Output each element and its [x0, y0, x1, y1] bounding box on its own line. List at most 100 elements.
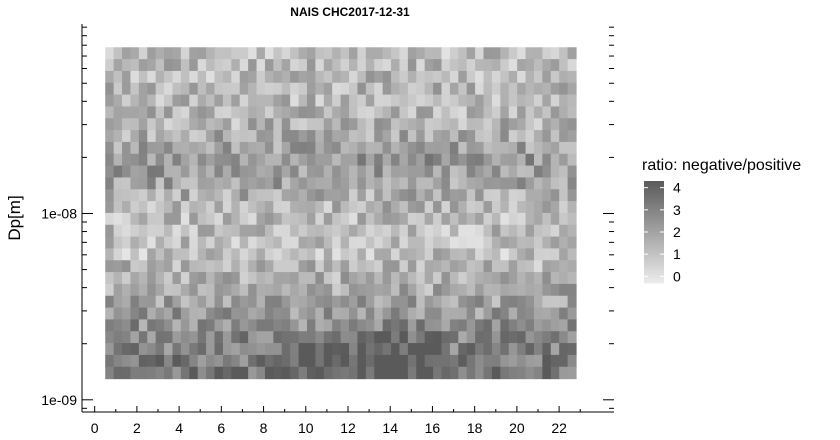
heatmap-cell [466, 248, 476, 261]
heatmap-cell [172, 307, 182, 321]
heatmap-cell [365, 212, 375, 226]
heatmap-cell [138, 272, 148, 285]
heatmap-cell [281, 331, 291, 344]
heatmap-cell [290, 165, 300, 179]
heatmap-cell [214, 319, 224, 332]
heatmap-cell [239, 331, 249, 344]
heatmap-cell [517, 177, 527, 190]
heatmap-cell [315, 224, 325, 238]
heatmap-cell [542, 212, 552, 226]
heatmap-cell [441, 177, 451, 190]
heatmap-cell [567, 130, 577, 143]
heatmap-cell [466, 165, 476, 179]
heatmap-cell [517, 47, 527, 60]
heatmap-cell [550, 272, 560, 285]
heatmap-cell [189, 118, 199, 131]
heatmap-cell [273, 343, 283, 356]
heatmap-cell [256, 319, 266, 332]
legend-color-step [644, 224, 664, 228]
legend-color-step [644, 242, 664, 246]
heatmap-cell [491, 283, 501, 297]
heatmap-cell [407, 106, 417, 119]
heatmap-cell [357, 331, 367, 344]
heatmap-cell [391, 212, 401, 226]
heatmap-cell [382, 366, 392, 380]
heatmap-cell [323, 366, 333, 380]
heatmap-cell [256, 212, 266, 226]
heatmap-cell [113, 47, 123, 60]
heatmap-cell [264, 118, 274, 131]
heatmap-cell [533, 189, 543, 202]
heatmap-cell [298, 165, 308, 179]
heatmap-cell [550, 82, 560, 96]
heatmap-cell [449, 141, 459, 155]
heatmap-cell [466, 70, 476, 84]
heatmap-cell [567, 224, 577, 238]
heatmap-cell [323, 212, 333, 226]
heatmap-cell [449, 366, 459, 380]
heatmap-cell [180, 106, 190, 119]
heatmap-cell [407, 283, 417, 297]
heatmap-cell [306, 343, 316, 356]
heatmap-cell [475, 141, 485, 155]
heatmap-cell [475, 47, 485, 60]
heatmap-cell [500, 236, 510, 250]
heatmap-cell [416, 189, 426, 202]
heatmap-cell [197, 189, 207, 202]
heatmap-cell [214, 141, 224, 155]
heatmap-cell [113, 165, 123, 179]
heatmap-cell [407, 260, 417, 273]
heatmap-cell [475, 165, 485, 179]
heatmap-cell [248, 141, 258, 155]
heatmap-cell [222, 272, 232, 285]
heatmap-cell [533, 177, 543, 190]
heatmap-cell [475, 201, 485, 214]
heatmap-cell [399, 307, 409, 321]
heatmap-cell [323, 283, 333, 297]
heatmap-cell [197, 118, 207, 131]
heatmap-cell [164, 94, 174, 108]
heatmap-cell [357, 343, 367, 356]
heatmap-cell [525, 212, 535, 226]
heatmap-cell [508, 295, 518, 309]
heatmap-cell [424, 307, 434, 321]
heatmap-cell [525, 70, 535, 84]
heatmap-cell [567, 295, 577, 309]
heatmap-cell [273, 82, 283, 96]
heatmap-cell [407, 343, 417, 356]
heatmap-cell [248, 94, 258, 108]
heatmap-cell [542, 177, 552, 190]
heatmap-cell [231, 165, 241, 179]
heatmap-cell [273, 354, 283, 368]
heatmap-cell [508, 118, 518, 131]
heatmap-cell [147, 212, 157, 226]
heatmap-cell [231, 272, 241, 285]
heatmap-cell [475, 295, 485, 309]
heatmap-cell [113, 319, 123, 332]
heatmap-cell [113, 224, 123, 238]
heatmap-cell [315, 212, 325, 226]
heatmap-cell [483, 141, 493, 155]
heatmap-cell [466, 319, 476, 332]
heatmap-cell [458, 118, 468, 131]
heatmap-cell [147, 70, 157, 84]
y-tick-label: 1e-08 [41, 205, 77, 221]
heatmap-cell [466, 118, 476, 131]
heatmap-cell [508, 70, 518, 84]
heatmap-cell [248, 354, 258, 368]
legend-color-step [644, 181, 664, 184]
heatmap-cell [323, 295, 333, 309]
heatmap-cell [441, 331, 451, 344]
heatmap-cell [273, 59, 283, 72]
heatmap-cell [290, 118, 300, 131]
heatmap-cell [550, 165, 560, 179]
heatmap-cell [340, 224, 350, 238]
heatmap-cell [113, 189, 123, 202]
heatmap-cell [525, 141, 535, 155]
heatmap-cell [147, 94, 157, 108]
heatmap-cell [500, 212, 510, 226]
heatmap-cell [323, 177, 333, 190]
heatmap-cell [424, 106, 434, 119]
heatmap-cell [475, 331, 485, 344]
heatmap-cell [147, 130, 157, 143]
